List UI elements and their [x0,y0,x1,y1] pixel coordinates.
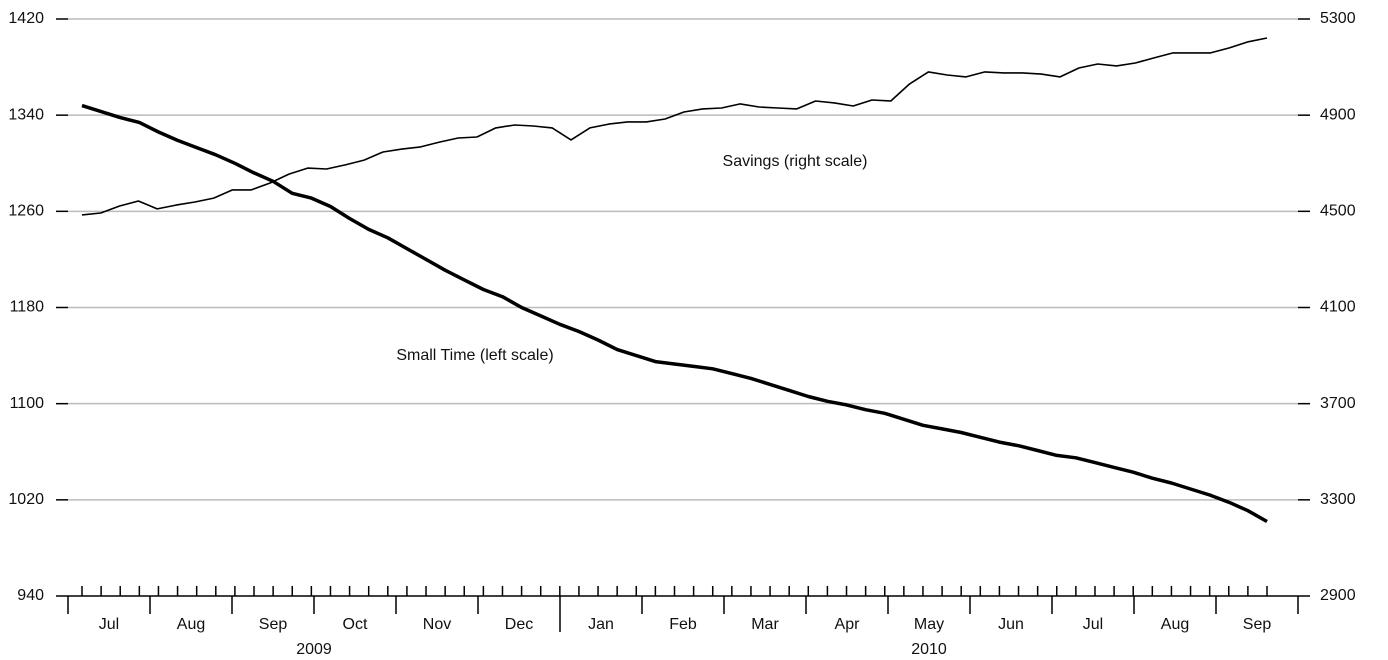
y-tick-label: 1340 [8,106,44,123]
x-tick-label: Jan [588,616,614,633]
x-tick-label: Mar [751,616,779,633]
x-tick-label: Jul [1083,616,1103,633]
y-tick-label: 1100 [10,395,45,412]
year-label: 2009 [296,641,332,658]
y-tick-label: 940 [17,587,44,604]
y-tick-label: 1420 [8,10,44,27]
x-tick-label: May [914,616,944,633]
annotation: Small Time (left scale) [396,347,553,364]
series-line [81,37,1268,216]
y2-tick-label: 5300 [1320,10,1356,27]
x-tick-label: Sep [259,616,288,633]
x-tick-label: Aug [177,616,205,633]
y2-tick-label: 2900 [1320,587,1356,604]
y-tick-label: 1020 [8,491,44,508]
x-tick-label: Jun [998,616,1024,633]
x-tick-label: Apr [835,616,861,633]
series-line [81,103,1268,524]
x-tick-label: Dec [505,616,533,633]
y-tick-label: 1260 [8,203,44,220]
y2-tick-label: 4900 [1320,106,1356,123]
y-tick-label: 1180 [10,299,45,316]
x-tick-label: Feb [669,616,697,633]
x-tick-label: Sep [1243,616,1272,633]
y2-tick-label: 4100 [1320,299,1356,316]
y2-tick-label: 3700 [1320,395,1356,412]
x-tick-label: Jul [99,616,119,633]
y2-tick-label: 4500 [1320,203,1356,220]
x-tick-label: Nov [423,616,451,633]
x-tick-label: Aug [1161,616,1189,633]
y2-tick-label: 3300 [1320,491,1356,508]
year-label: 2010 [911,641,947,658]
x-tick-label: Oct [343,616,368,633]
annotation: Savings (right scale) [723,153,868,170]
